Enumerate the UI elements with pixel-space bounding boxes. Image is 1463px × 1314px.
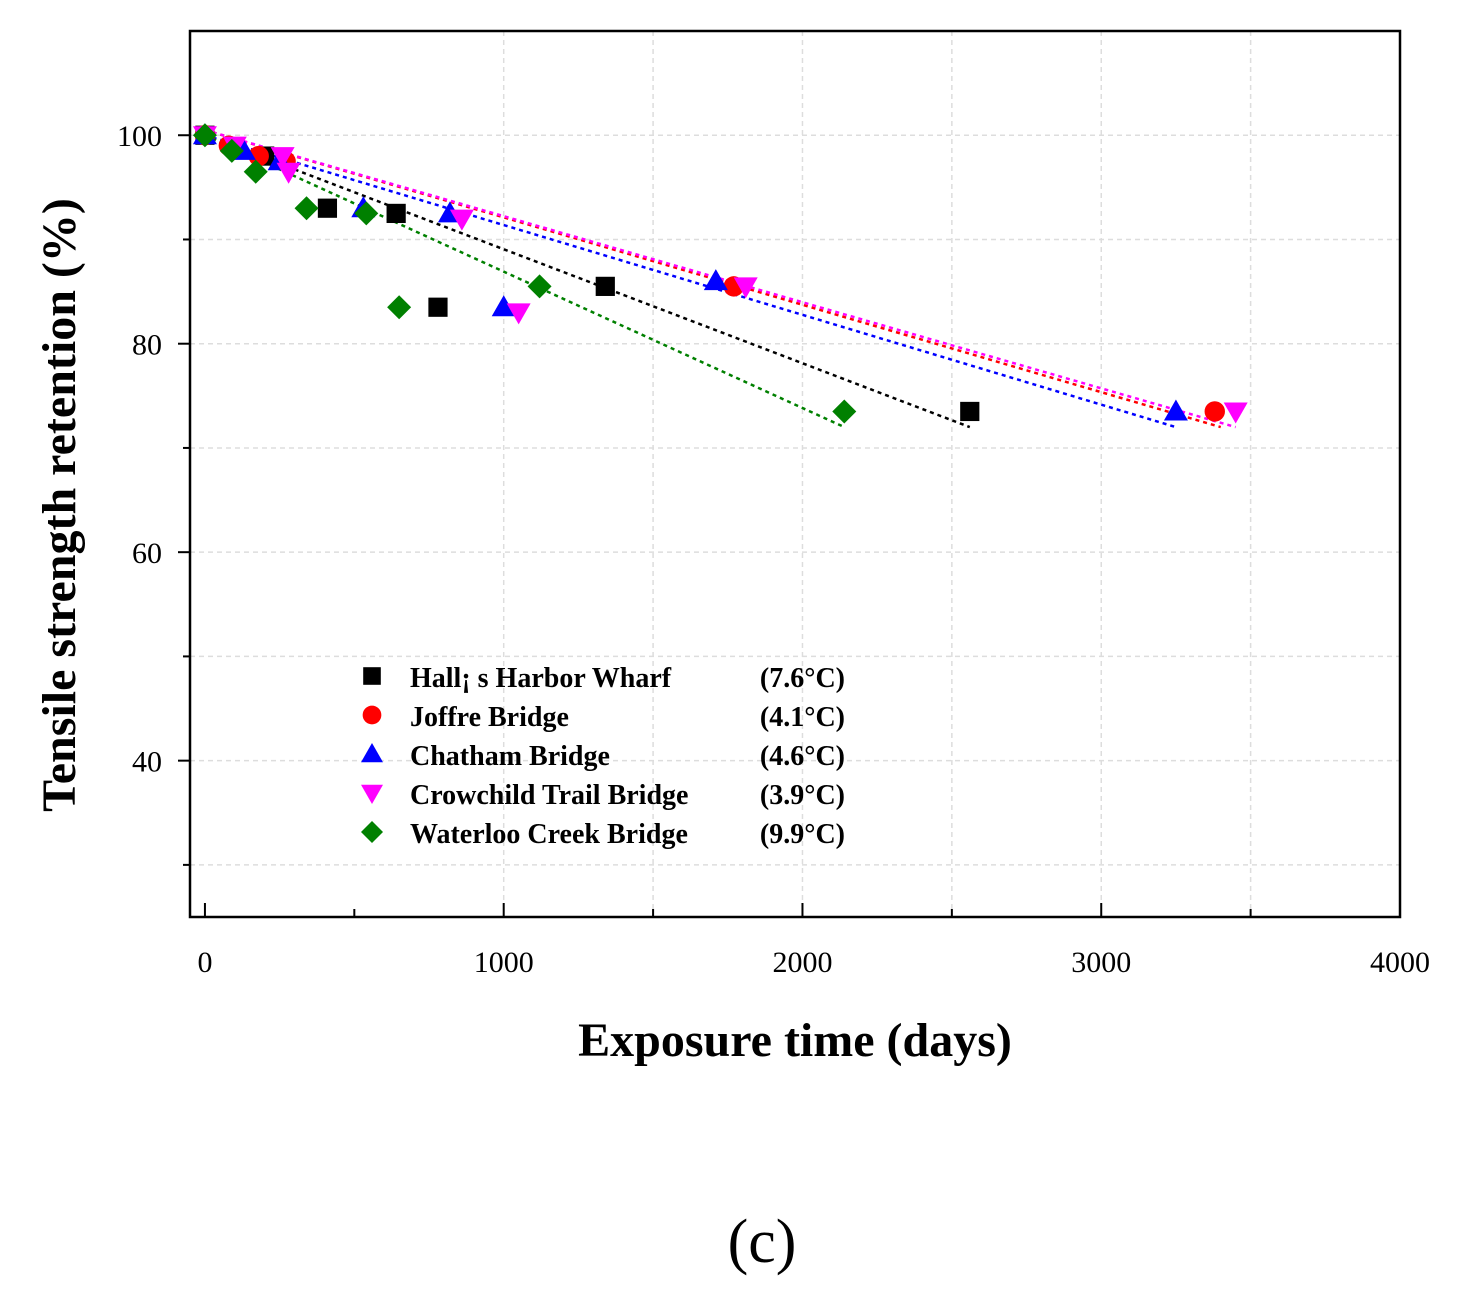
plot-frame <box>188 29 1402 919</box>
legend-marker-hall-s-harbor-wharf <box>363 667 381 685</box>
data-point-waterloo-creek-bridge <box>219 138 244 163</box>
legend-marker-chatham-bridge <box>361 743 383 763</box>
data-point-waterloo-creek-bridge <box>832 399 857 424</box>
x-tick-label: 3000 <box>1071 946 1131 979</box>
data-point-crowchild-trail-bridge <box>270 147 295 169</box>
marker-layer <box>192 123 1248 424</box>
data-point-hall-s-harbor-wharf <box>595 276 615 296</box>
y-axis-label: Tensile strength retention (%) <box>33 198 86 812</box>
panel-label: (c) <box>728 1208 797 1276</box>
data-point-waterloo-creek-bridge <box>294 196 319 221</box>
legend-label-chatham-bridge: Chatham Bridge <box>410 741 610 772</box>
legend-temp-hall-s-harbor-wharf: (7.6°C) <box>760 663 845 694</box>
data-point-waterloo-creek-bridge <box>243 159 268 184</box>
trend-line-hall-s-harbor-wharf <box>204 134 971 429</box>
data-point-joffre-bridge <box>248 145 269 167</box>
legend-temp-waterloo-creek-bridge: (9.9°C) <box>760 819 845 850</box>
data-point-chatham-bridge <box>491 295 516 317</box>
data-point-chatham-bridge <box>1163 399 1188 421</box>
data-point-waterloo-creek-bridge <box>527 274 552 299</box>
x-tick-label: 0 <box>197 946 212 979</box>
data-point-joffre-bridge <box>1204 401 1225 422</box>
legend-temp-chatham-bridge: (4.6°C) <box>760 741 845 772</box>
data-point-waterloo-creek-bridge <box>387 295 412 320</box>
y-tick-label: 40 <box>132 746 162 779</box>
data-point-crowchild-trail-bridge <box>506 303 531 325</box>
data-point-hall-s-harbor-wharf <box>317 198 338 218</box>
legend-marker-crowchild-trail-bridge <box>361 784 383 804</box>
grid-layer <box>190 31 1400 917</box>
x-axis-label: Exposure time (days) <box>578 1014 1012 1067</box>
data-point-crowchild-trail-bridge <box>449 209 474 231</box>
y-tick-label: 100 <box>117 120 162 153</box>
legend-label-crowchild-trail-bridge: Crowchild Trail Bridge <box>410 780 688 811</box>
x-tick-label: 4000 <box>1370 946 1430 979</box>
y-tick-label: 60 <box>132 537 162 570</box>
legend-marker-joffre-bridge <box>362 705 382 725</box>
legend-temp-crowchild-trail-bridge: (3.9°C) <box>760 780 845 811</box>
data-point-crowchild-trail-bridge <box>1223 402 1248 424</box>
data-point-hall-s-harbor-wharf <box>386 203 406 224</box>
legend-temp-joffre-bridge: (4.1°C) <box>760 702 845 733</box>
x-tick-label: 1000 <box>474 946 534 979</box>
data-point-waterloo-creek-bridge <box>192 123 217 148</box>
data-point-crowchild-trail-bridge <box>276 162 301 184</box>
data-point-hall-s-harbor-wharf <box>960 401 980 422</box>
axis-layer: 0 1000 2000 3000 4000 40 60 80 100 <box>117 120 1430 979</box>
data-point-waterloo-creek-bridge <box>354 201 379 226</box>
y-tick-label: 80 <box>132 329 162 362</box>
data-point-hall-s-harbor-wharf <box>428 297 448 317</box>
x-tick-label: 2000 <box>772 946 832 979</box>
trend-line-waterloo-creek-bridge <box>204 134 845 429</box>
data-point-chatham-bridge <box>703 269 728 291</box>
legend-marker-waterloo-creek-bridge <box>361 821 383 843</box>
legend-label-waterloo-creek-bridge: Waterloo Creek Bridge <box>410 819 688 850</box>
legend-layer: Hall¡ s Harbor Wharf (7.6°C) Joffre Bridge… <box>361 663 845 850</box>
trend-line-chatham-bridge <box>204 134 1177 429</box>
legend-label-joffre-bridge: Joffre Bridge <box>410 702 569 733</box>
data-point-crowchild-trail-bridge <box>733 277 758 299</box>
legend-label-hall-s-harbor-wharf: Hall¡ s Harbor Wharf <box>410 663 672 694</box>
